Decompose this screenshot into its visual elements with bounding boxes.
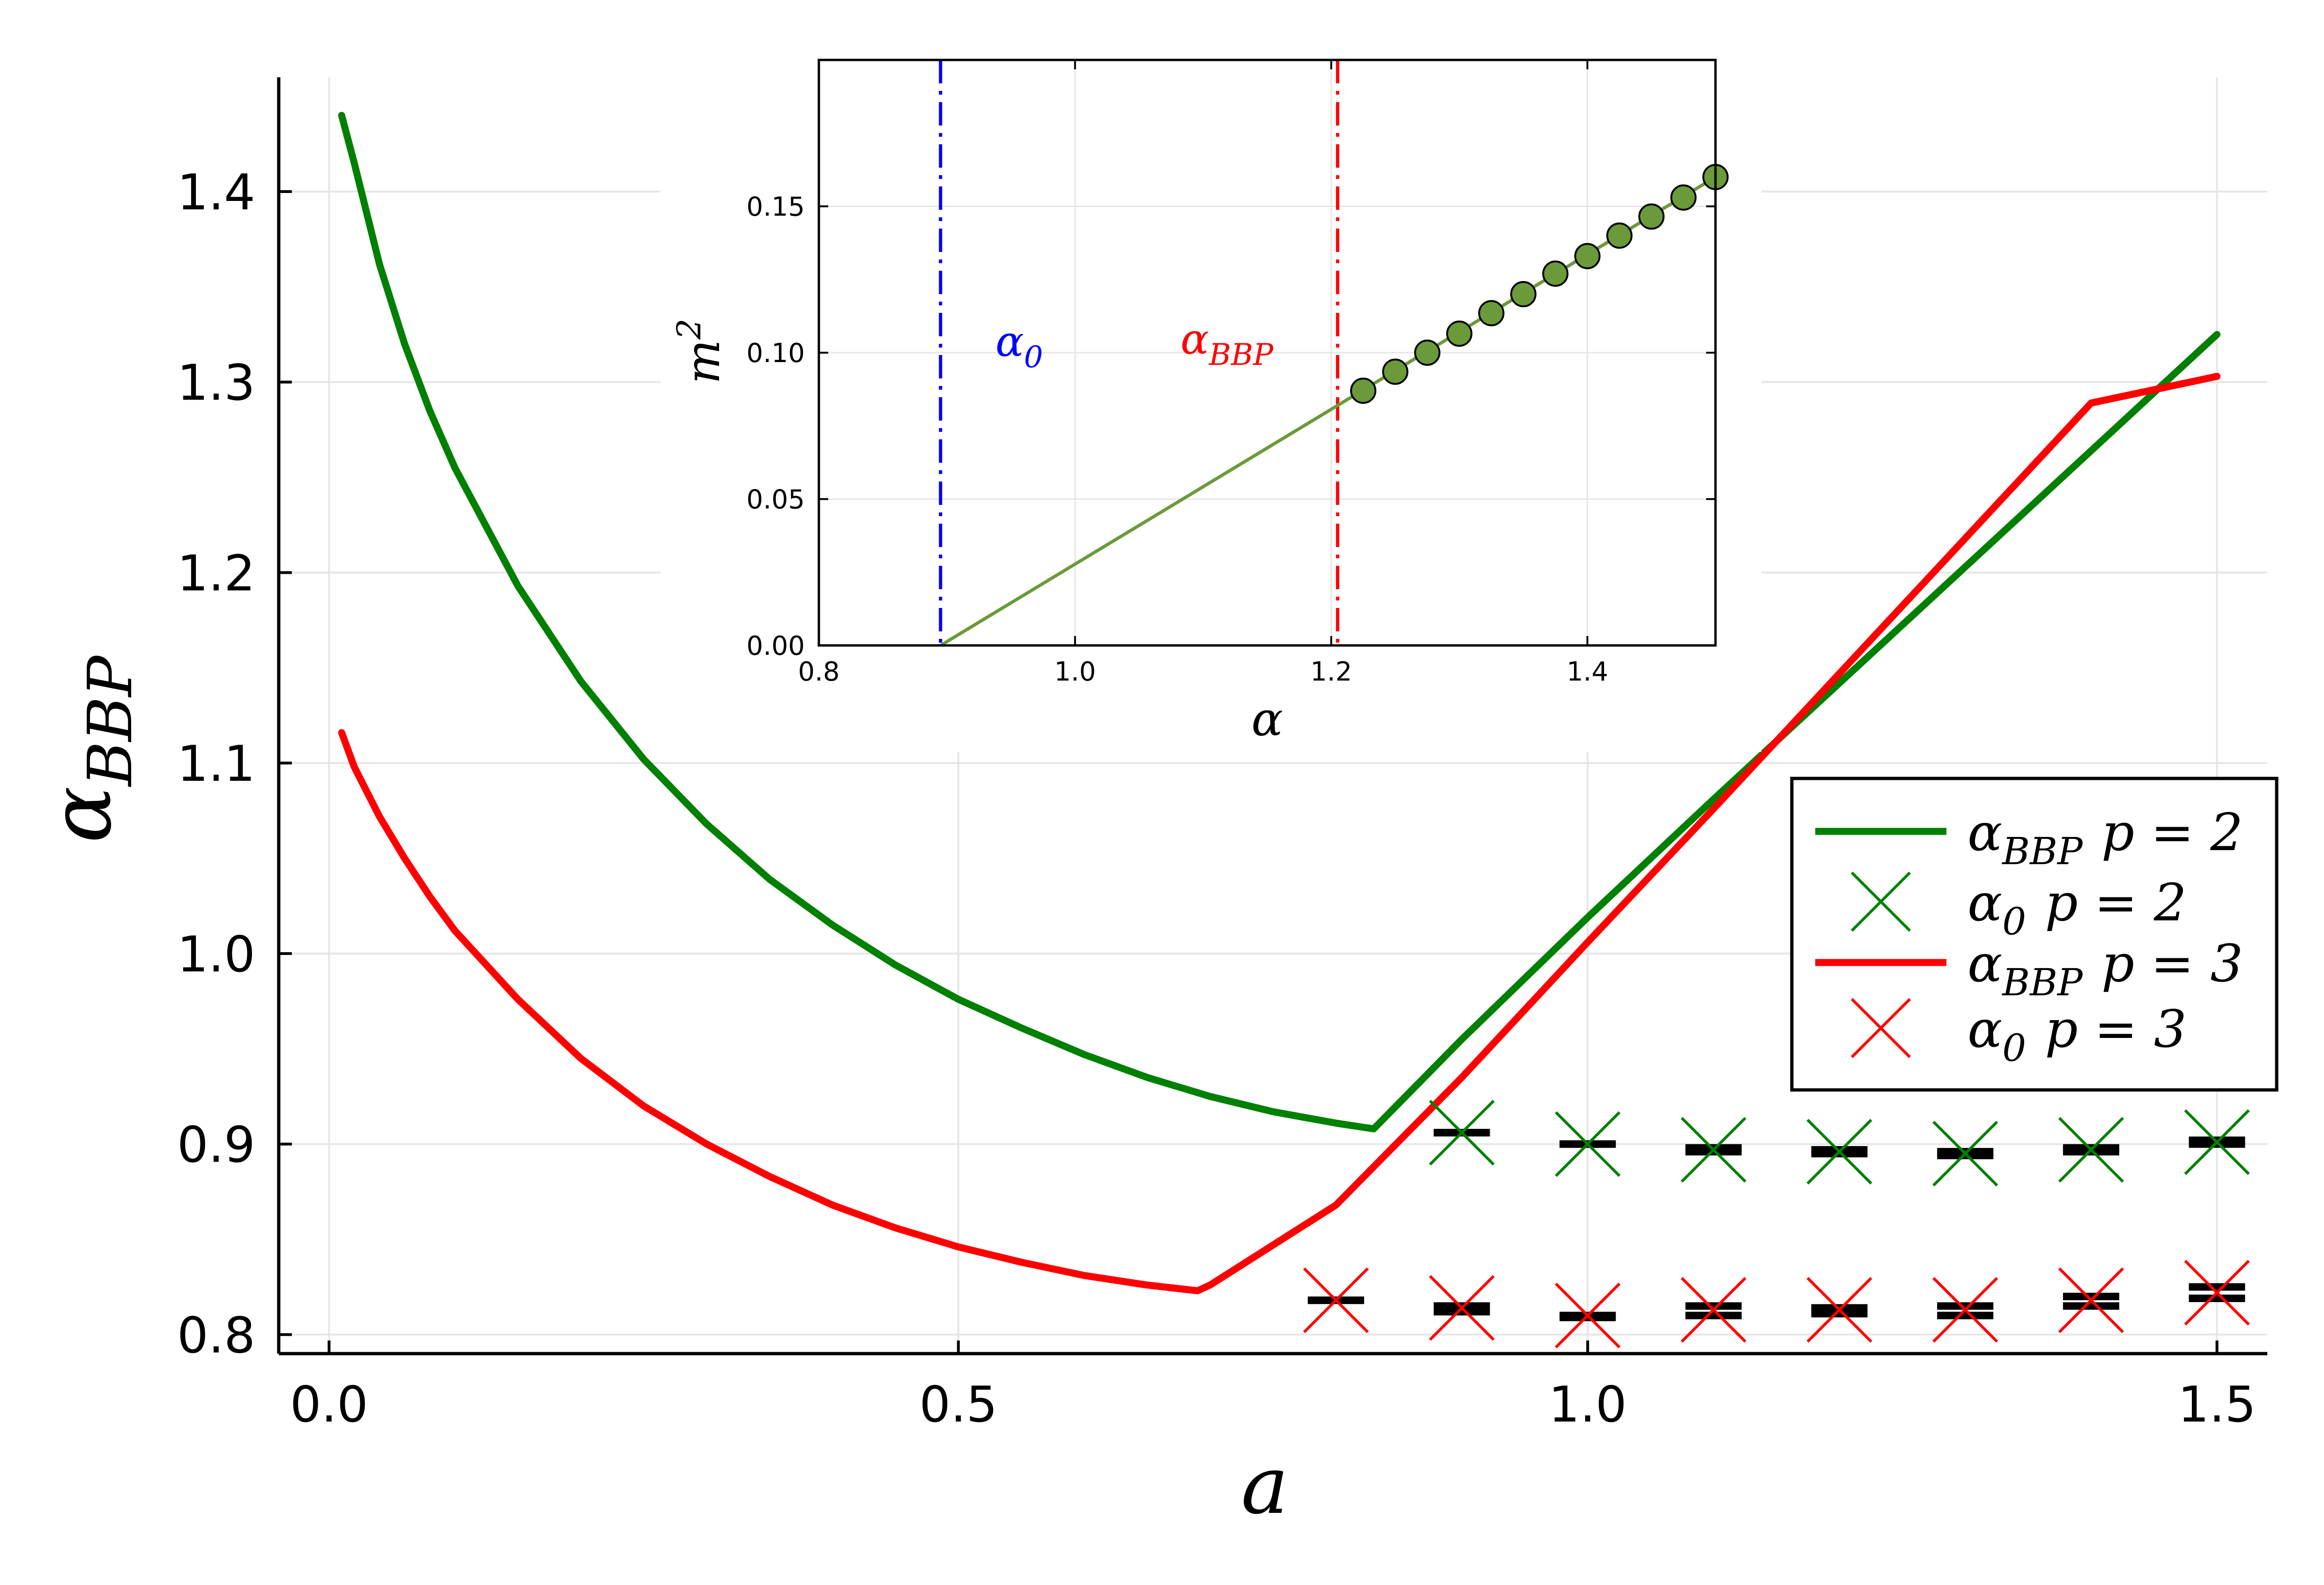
main-x-marker — [1932, 1277, 1998, 1343]
main-ticks: 0.0 0.5 1.0 1.5 0.8 0.9 1.0 1.1 1.2 1.3 1.4 — [177, 164, 2256, 1433]
main-y-tick-label: 1.4 — [177, 164, 255, 221]
inset-y-tick-label: 0.15 — [746, 192, 805, 222]
main-y-tick-label: 1.2 — [177, 545, 255, 602]
inset-y-axis-label: m2 — [670, 318, 730, 384]
main-x-marker — [1806, 1277, 1872, 1343]
main-y-tick-label: 1.0 — [177, 926, 255, 983]
main-y-tick-label: 0.9 — [177, 1117, 255, 1174]
inset-series — [939, 164, 1729, 647]
main-x-marker — [2184, 1109, 2250, 1175]
main-x-marker — [2058, 1267, 2124, 1333]
main-series — [338, 111, 2250, 1348]
main-x-marker — [1555, 1282, 1621, 1348]
inset-x-tick-label: 1.0 — [1054, 657, 1096, 687]
main-y-axis-label-sub: BBP — [74, 654, 146, 787]
legend-x-swatch — [1850, 871, 1911, 932]
main-y-axis-label: αBBP — [32, 654, 146, 843]
inset-data-point — [1350, 378, 1377, 404]
inset-data-point — [1606, 222, 1633, 249]
main-x-marker — [1555, 1111, 1621, 1177]
main-series-line — [338, 373, 2220, 1295]
main-x-marker — [1429, 1100, 1495, 1166]
inset-y-axis-label-sup: 2 — [670, 318, 708, 340]
inset-y-tick-label: 0.05 — [746, 485, 805, 515]
inset-y-tick-label: 0.10 — [746, 338, 805, 369]
main-x-marker — [1429, 1275, 1495, 1341]
main-x-marker — [1806, 1118, 1872, 1185]
inset-data-point — [1542, 260, 1569, 287]
main-y-tick-label: 1.3 — [177, 355, 255, 412]
legend: αBBP p = 2 α0 p = 2 αBBP p = 3 α0 p = 3 — [1790, 777, 2279, 1092]
legend-entry-2-label: α0 p = 2 — [1968, 873, 2187, 943]
inset-data-point — [1414, 340, 1440, 366]
main-x-marker — [2184, 1259, 2250, 1326]
legend-entry-4-label: α0 p = 3 — [1968, 999, 2187, 1070]
main-x-tick-label: 0.5 — [919, 1376, 997, 1433]
main-series-line — [338, 111, 2220, 1133]
legend-entry-3-label: αBBP p = 3 — [1968, 933, 2243, 1004]
main-x-marker — [1680, 1117, 1746, 1183]
inset-vline-label-alpha0: α0 — [995, 317, 1043, 375]
inset-data-point — [1446, 320, 1473, 347]
main-x-tick-label: 1.0 — [1549, 1376, 1627, 1433]
inset-plot: 0.8 1.0 1.2 1.4 0.00 0.05 0.10 0.15 α0 αBBP α m… — [661, 40, 1761, 752]
inset-data-point — [1382, 358, 1409, 385]
main-x-marker — [1680, 1277, 1746, 1343]
svg-text:m2: m2 — [670, 318, 730, 384]
main-y-axis-label-base: α — [32, 786, 130, 843]
main-x-marker — [1303, 1267, 1369, 1333]
inset-y-axis-label-base: m — [676, 340, 730, 384]
main-x-marker — [1932, 1120, 1998, 1187]
main-axes — [277, 77, 2267, 1355]
main-x-tick-label: 1.5 — [2178, 1376, 2256, 1433]
inset-data-point — [1510, 281, 1537, 307]
main-x-tick-label: 0.0 — [290, 1376, 368, 1433]
inset-data-point — [1638, 203, 1665, 230]
inset-x-axis-label: α — [1251, 692, 1283, 747]
inset-y-tick-label: 0.00 — [746, 631, 805, 661]
main-x-marker — [2058, 1117, 2124, 1183]
main-y-tick-label: 0.8 — [177, 1307, 255, 1364]
legend-x-swatch — [1850, 998, 1911, 1059]
svg-text:αBBP: αBBP — [32, 654, 146, 843]
legend-symbols — [1815, 828, 1946, 1059]
inset-data-point — [1670, 184, 1697, 211]
legend-entry-1-label: αBBP p = 2 — [1968, 802, 2243, 873]
inset-x-tick-label: 0.8 — [798, 657, 839, 687]
main-x-axis-label: a — [1241, 1439, 1288, 1532]
inset-vline-label-alphabbp: αBBP — [1181, 315, 1274, 372]
inset-x-tick-label: 1.4 — [1567, 657, 1608, 687]
main-y-tick-label: 1.1 — [177, 735, 255, 792]
inset-vlines — [939, 60, 1339, 645]
inset-data-point — [1478, 300, 1505, 326]
inset-x-tick-label: 1.2 — [1310, 657, 1352, 687]
inset-data-point — [1574, 243, 1601, 269]
inset-ticks: 0.8 1.0 1.2 1.4 0.00 0.05 0.10 0.15 — [746, 60, 1715, 687]
